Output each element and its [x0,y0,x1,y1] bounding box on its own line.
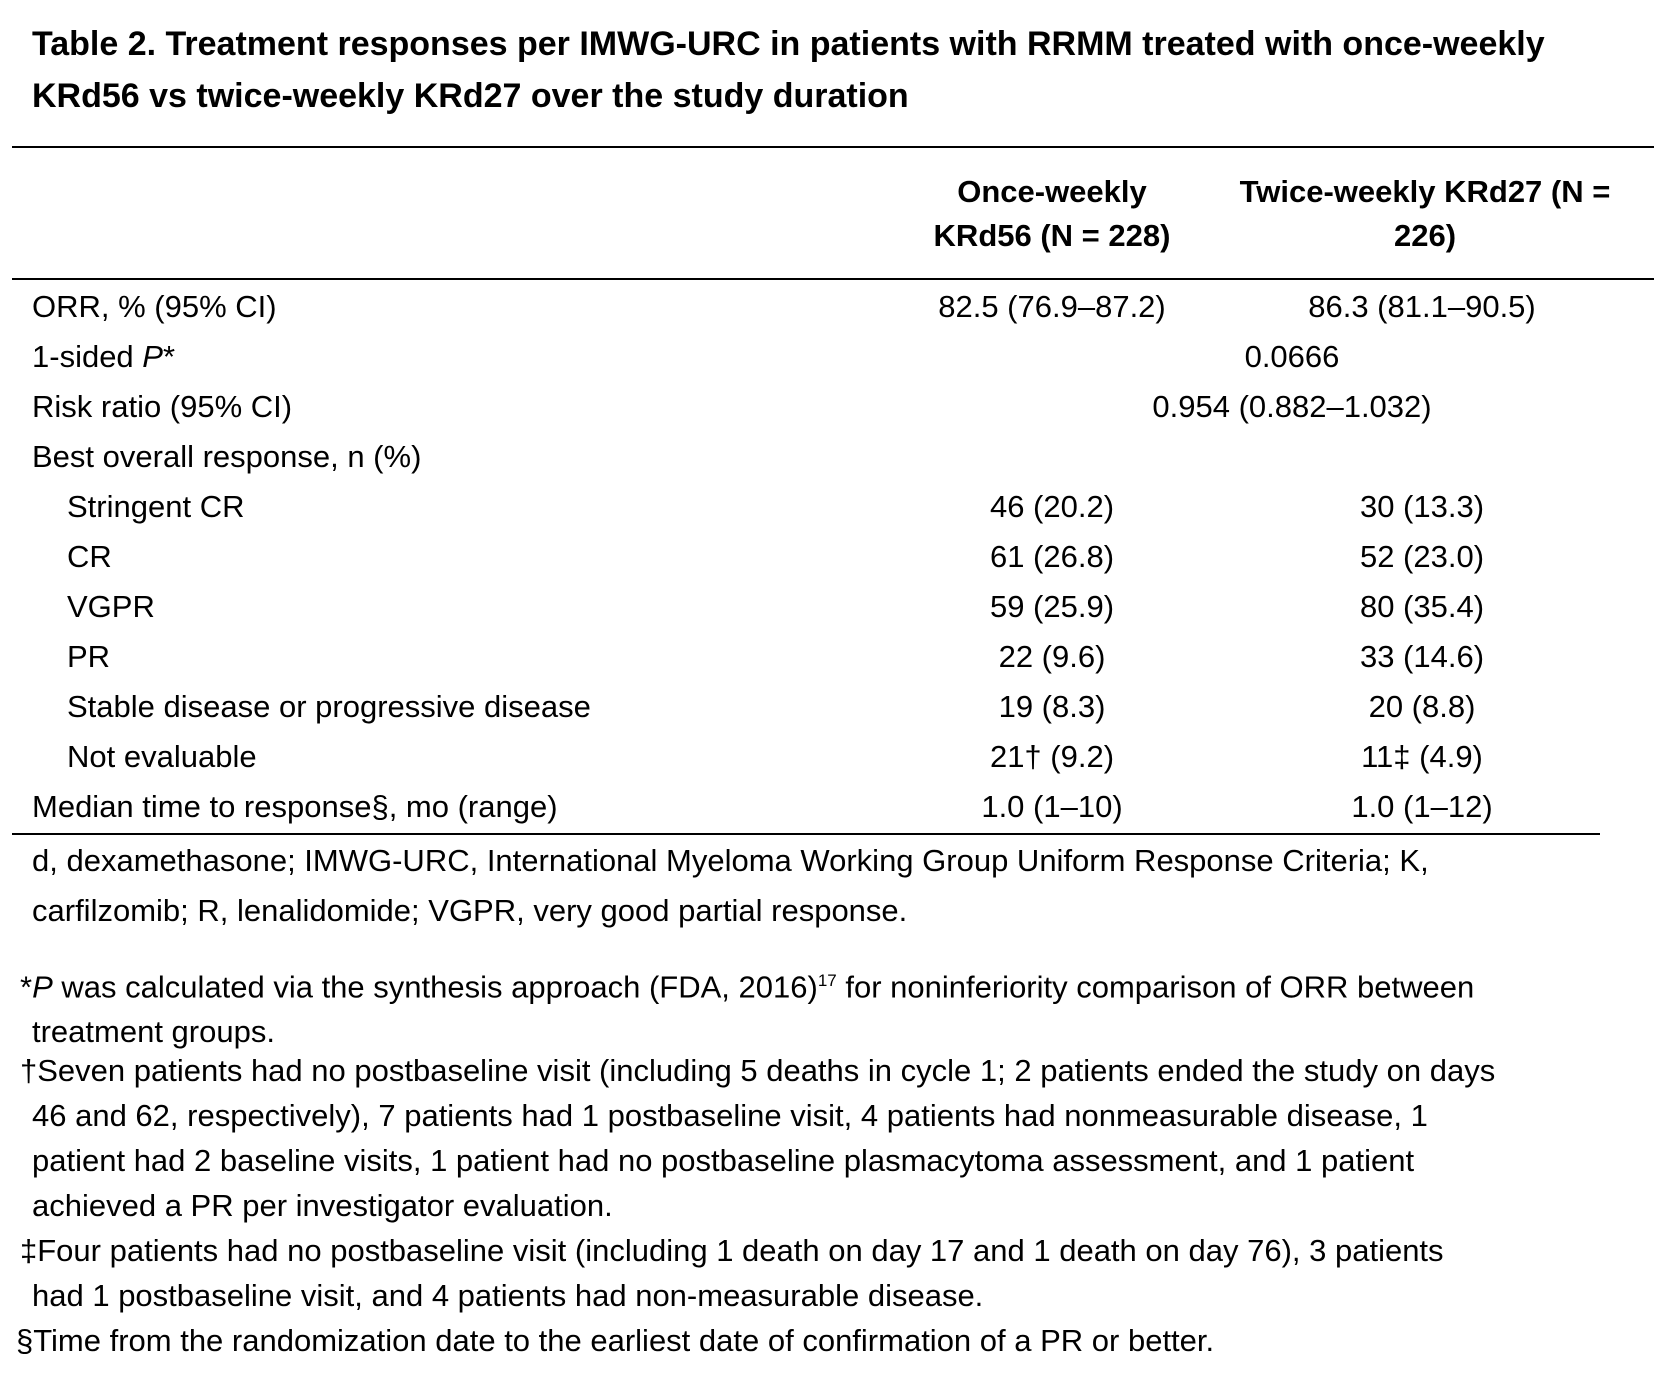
twice-weekly-value: 80 (35.4) [1359,589,1485,624]
footnote-p-value-line-1: *P was calculated via the synthesis appr… [20,958,1640,1009]
row-label: ORR, % (95% CI) [32,289,277,324]
column-header-twice-weekly-line-1: Twice-weekly KRd27 (N = [1239,174,1611,209]
footnote-reference-superscript: 17 [817,971,837,990]
row-label-prefix: 1-sided [32,339,143,374]
row-label: Stringent CR [67,489,245,524]
once-weekly-value: 21† (9.2) [989,739,1115,774]
twice-weekly-value: 30 (13.3) [1359,489,1485,524]
table-row-p-value: 1-sided P* 0.0666 [32,332,1622,382]
footnote-double-dagger: ‡Four patients had no postbaseline visit… [20,1228,1640,1318]
footnote-double-dagger-line-2: had 1 postbaseline visit, and 4 patients… [32,1278,984,1313]
once-weekly-value: 61 (26.8) [989,539,1115,574]
spanning-value: 0.954 (0.882–1.032) [1152,389,1432,424]
footnote-section-sign-line-1: §Time from the randomization date to the… [16,1323,1215,1358]
row-label: Risk ratio (95% CI) [32,389,293,424]
table-row-cr: CR 61 (26.8) 52 (23.0) [32,532,1622,582]
row-label-suffix: * [162,339,176,374]
twice-weekly-value: 1.0 (1–12) [1351,789,1493,824]
twice-weekly-value: 52 (23.0) [1359,539,1485,574]
column-header-once-weekly-line-2: KRd56 (N = 228) [933,218,1171,253]
once-weekly-value: 59 (25.9) [989,589,1115,624]
row-label: CR [67,539,112,574]
footnote-text-continued: for noninferiority comparison of ORR bet… [836,969,1475,1005]
once-weekly-value: 19 (8.3) [998,689,1106,724]
column-header-twice-weekly-line-2: 226) [1393,218,1457,253]
table-row-median-time-to-response: Median time to response§, mo (range) 1.0… [32,782,1622,832]
table-row-not-evaluable: Not evaluable 21† (9.2) 11‡ (4.9) [32,732,1622,782]
row-label: VGPR [67,589,155,624]
row-label: Best overall response, n (%) [32,439,422,474]
row-label: Stable disease or progressive disease [67,689,591,724]
table-row-pr: PR 22 (9.6) 33 (14.6) [32,632,1622,682]
once-weekly-value: 82.5 (76.9–87.2) [938,289,1166,324]
header-rule [12,278,1654,280]
table-title: Table 2. Treatment responses per IMWG-UR… [32,18,1632,122]
once-weekly-value: 22 (9.6) [998,639,1106,674]
table-row-stringent-cr: Stringent CR 46 (20.2) 30 (13.3) [32,482,1622,532]
footnote-p-value: *P was calculated via the synthesis appr… [20,958,1640,1054]
footnote-dagger-line-2: 46 and 62, respectively), 7 patients had… [32,1098,1428,1133]
table-row-vgpr: VGPR 59 (25.9) 80 (35.4) [32,582,1622,632]
spanning-value: 0.0666 [1244,339,1340,374]
table-row-orr: ORR, % (95% CI) 82.5 (76.9–87.2) 86.3 (8… [32,282,1622,332]
bottom-rule [12,833,1600,835]
footnote-mark: * [20,969,33,1005]
table-row-stable-progressive: Stable disease or progressive disease 19… [32,682,1622,732]
footnote-dagger-line-3: patient had 2 baseline visits, 1 patient… [32,1143,1415,1178]
twice-weekly-value: 33 (14.6) [1359,639,1485,674]
row-label-italic: P [142,339,163,374]
row-label: Median time to response§, mo (range) [32,789,558,824]
footnote-text: was calculated via the synthesis approac… [52,969,818,1005]
column-header-once-weekly: Once-weekly KRd56 (N = 228) [902,170,1202,258]
top-rule [12,146,1654,148]
row-label: Not evaluable [67,739,257,774]
abbreviations-note: d, dexamethasone; IMWG-URC, Internationa… [32,836,1592,936]
footnote-p-value-line-2: treatment groups. [32,1014,275,1050]
table-title-line-2: KRd56 vs twice-weekly KRd27 over the stu… [32,77,909,115]
table-row-best-overall-response: Best overall response, n (%) [32,432,1622,482]
column-header-twice-weekly: Twice-weekly KRd27 (N = 226) [1220,170,1630,258]
twice-weekly-value: 86.3 (81.1–90.5) [1308,289,1536,324]
once-weekly-value: 1.0 (1–10) [981,789,1123,824]
footnote-italic-p: P [32,969,53,1005]
abbreviations-line-1: d, dexamethasone; IMWG-URC, Internationa… [32,843,1429,878]
abbreviations-line-2: carfilzomib; R, lenalidomide; VGPR, very… [32,893,908,928]
table-title-line-1: Table 2. Treatment responses per IMWG-UR… [32,25,1545,63]
row-label: 1-sided P* [32,332,175,382]
footnote-dagger-line-1: †Seven patients had no postbaseline visi… [20,1053,1496,1088]
footnote-dagger-line-4: achieved a PR per investigator evaluatio… [32,1188,613,1223]
column-header-once-weekly-line-1: Once-weekly [957,174,1147,209]
once-weekly-value: 46 (20.2) [989,489,1115,524]
footnote-double-dagger-line-1: ‡Four patients had no postbaseline visit… [20,1233,1444,1268]
row-label: PR [67,639,111,674]
footnote-dagger: †Seven patients had no postbaseline visi… [20,1048,1640,1228]
footnote-section-sign: §Time from the randomization date to the… [16,1318,1636,1363]
table-row-risk-ratio: Risk ratio (95% CI) 0.954 (0.882–1.032) [32,382,1622,432]
twice-weekly-value: 20 (8.8) [1368,689,1476,724]
twice-weekly-value: 11‡ (4.9) [1361,739,1483,774]
